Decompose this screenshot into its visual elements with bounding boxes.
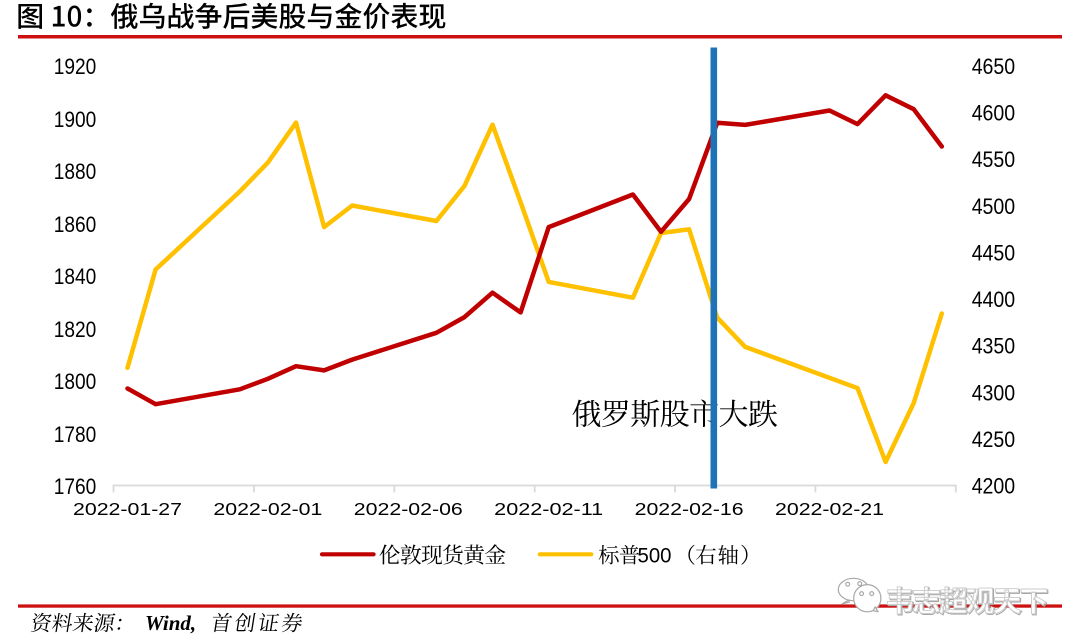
svg-text:500: 500 <box>638 544 672 567</box>
svg-text:1900: 1900 <box>54 107 97 132</box>
svg-text:1780: 1780 <box>54 422 97 447</box>
svg-text:4450: 4450 <box>972 241 1016 266</box>
svg-text:2022-02-01: 2022-02-01 <box>213 499 322 519</box>
svg-text:2022-02-06: 2022-02-06 <box>354 499 463 519</box>
svg-text:1760: 1760 <box>54 474 97 499</box>
svg-text:2022-02-21: 2022-02-21 <box>775 499 884 519</box>
svg-text:1880: 1880 <box>54 159 97 184</box>
svg-text:4400: 4400 <box>972 287 1016 312</box>
svg-text:1920: 1920 <box>54 54 97 79</box>
svg-text:1820: 1820 <box>54 317 97 342</box>
svg-text:4300: 4300 <box>972 380 1016 405</box>
svg-text:4550: 4550 <box>972 147 1016 172</box>
svg-text:2022-01-27: 2022-01-27 <box>73 499 182 519</box>
svg-text:1840: 1840 <box>54 264 97 289</box>
svg-text:4600: 4600 <box>972 101 1016 126</box>
svg-text:1800: 1800 <box>54 369 97 394</box>
svg-text:4200: 4200 <box>972 474 1016 499</box>
svg-text:4350: 4350 <box>972 334 1016 359</box>
svg-text:Wind,: Wind, <box>145 611 196 635</box>
svg-text:4500: 4500 <box>972 194 1016 219</box>
svg-text:2022-02-16: 2022-02-16 <box>635 499 744 519</box>
svg-text:4650: 4650 <box>972 54 1016 79</box>
svg-text:1860: 1860 <box>54 212 97 237</box>
svg-text:4250: 4250 <box>972 427 1016 452</box>
svg-text:2022-02-11: 2022-02-11 <box>494 499 603 519</box>
